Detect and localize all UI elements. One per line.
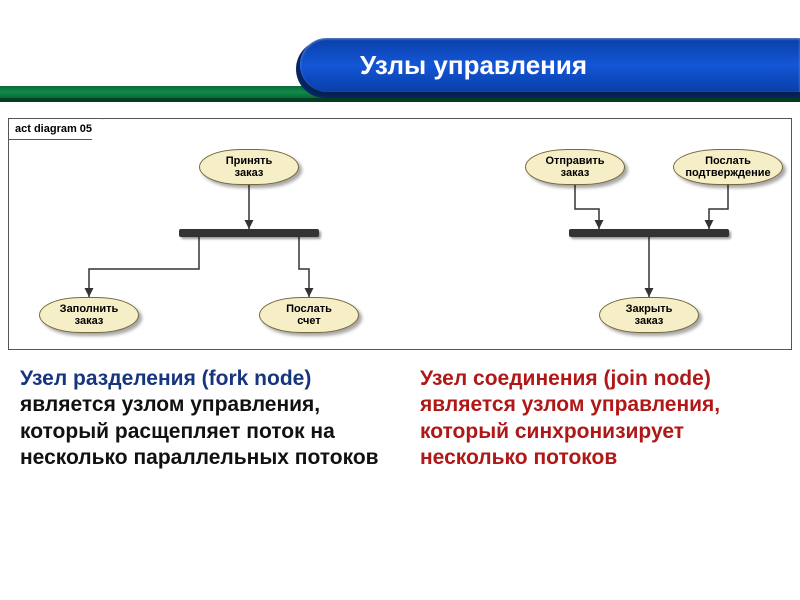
activity-fill: Заполнитьзаказ [39, 297, 139, 333]
activity-label: Послатьподтверждение [685, 155, 770, 179]
page-title-pill: Узлы управления [300, 38, 800, 92]
edges-layer [89, 185, 728, 297]
activity-confirm: Послатьподтверждение [673, 149, 783, 185]
activity-close: Закрытьзаказ [599, 297, 699, 333]
description-fork: Узел разделения (fork node) является узл… [20, 366, 380, 471]
activity-label: Послатьсчет [286, 303, 332, 327]
activity-label: Отправитьзаказ [545, 155, 604, 179]
fork-bar [179, 229, 319, 237]
activity-label: Принятьзаказ [226, 155, 273, 179]
activity-invoice: Послатьсчет [259, 297, 359, 333]
description-join-rest: является узлом управления, который синхр… [420, 393, 720, 469]
header-green-band-shadow [0, 98, 800, 102]
join-bar [569, 229, 729, 237]
activity-label: Заполнитьзаказ [60, 303, 119, 327]
description-fork-rest: является узлом управления, который расще… [20, 393, 379, 469]
description-join-lead: Узел соединения (join node) [420, 367, 711, 390]
activity-label: Закрытьзаказ [626, 303, 673, 327]
activity-accept: Принятьзаказ [199, 149, 299, 185]
description-fork-lead: Узел разделения (fork node) [20, 367, 311, 390]
page-title: Узлы управления [360, 50, 587, 81]
description-join: Узел соединения (join node) является узл… [420, 366, 780, 471]
activity-send: Отправитьзаказ [525, 149, 625, 185]
page: Узлы управления act diagram 05 Принятьза… [0, 0, 800, 600]
diagram-frame: act diagram 05 Принятьзаказ Отправитьзак… [8, 118, 792, 350]
